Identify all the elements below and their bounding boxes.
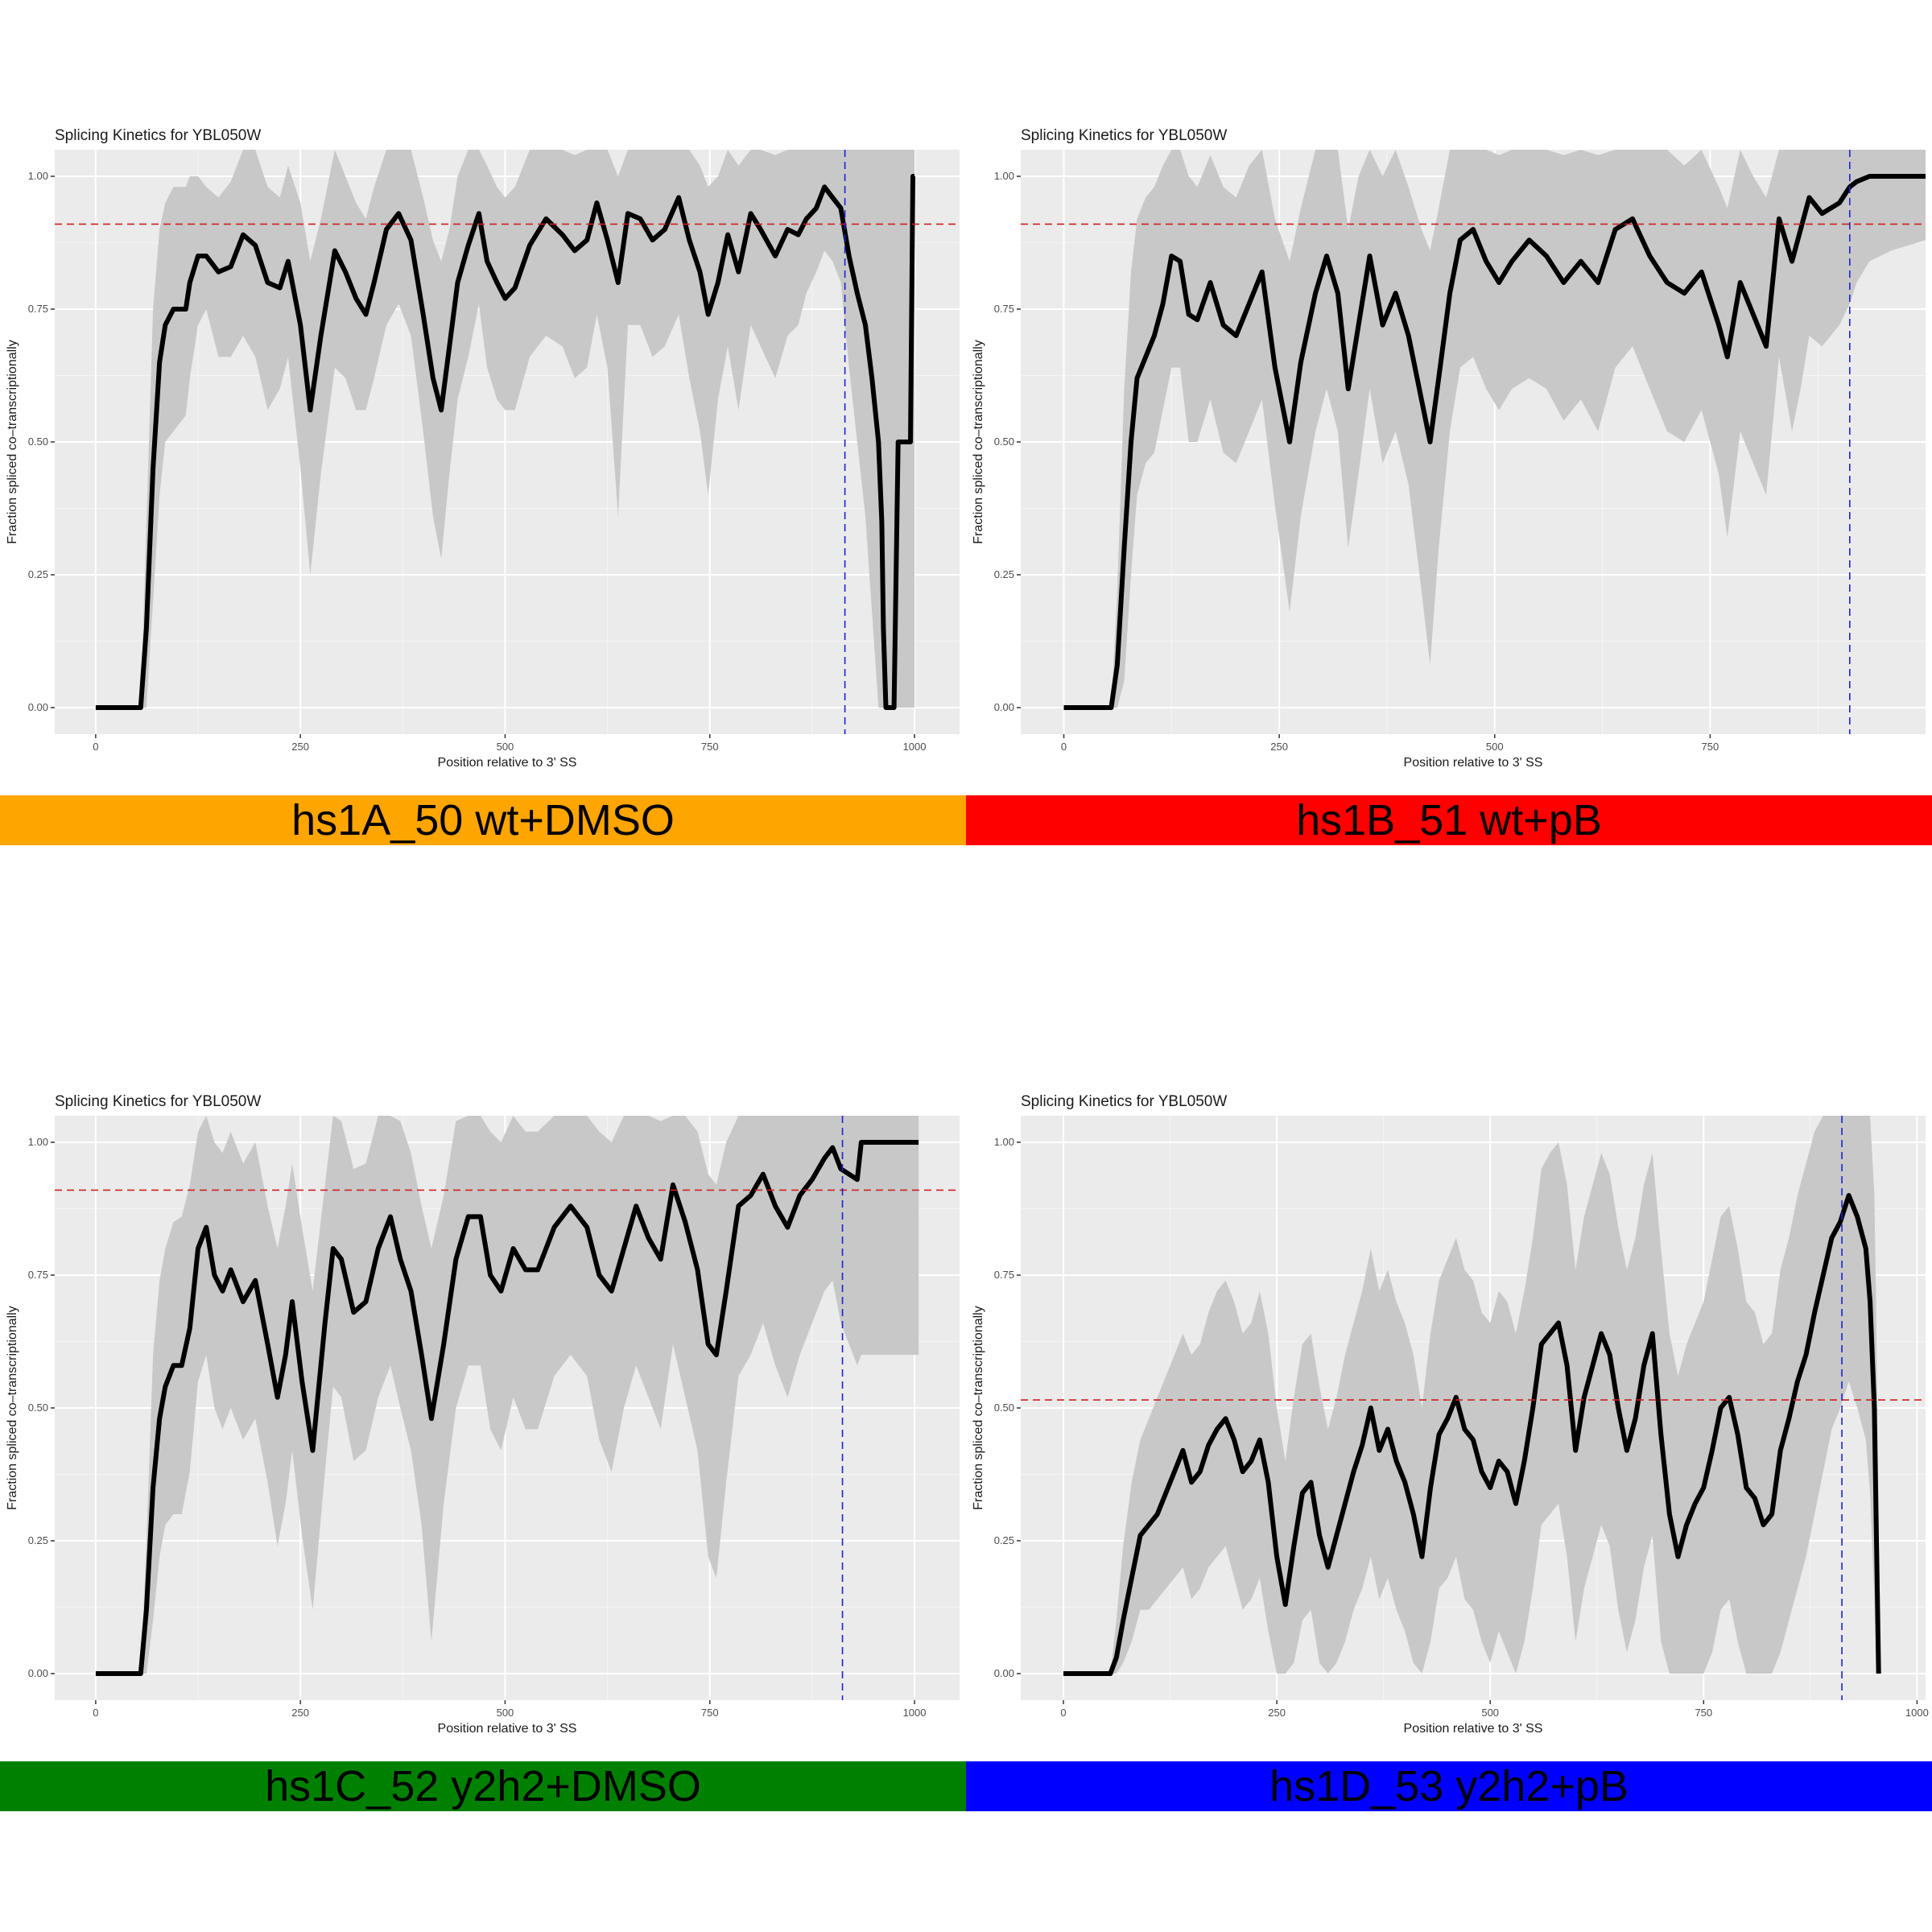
x-tick-label: 0 <box>93 1707 98 1719</box>
x-tick-label: 750 <box>701 1707 719 1719</box>
y-axis-title: Fraction spliced co–transcriptionally <box>972 1306 985 1509</box>
y-tick-label: 0.75 <box>994 303 1014 315</box>
chart-hs1A_50: Splicing Kinetics for YBL050W 0.00 0.25 0.5… <box>6 127 960 770</box>
plot-area <box>1021 1116 1926 1700</box>
confidence-ribbon <box>95 1116 919 1674</box>
y-axis: 0.00 0.25 0.50 0.75 1.00 <box>28 1136 55 1679</box>
y-tick-label: 1.00 <box>994 170 1014 182</box>
y-tick-label: 0.25 <box>994 568 1014 580</box>
y-tick-label: 0.00 <box>28 701 48 713</box>
x-tick-label: 250 <box>1268 1707 1286 1719</box>
y-axis-title: Fraction spliced co–transcriptionally <box>6 1306 19 1509</box>
y-axis-title: Fraction spliced co–transcriptionally <box>6 340 19 543</box>
series-line <box>95 174 915 710</box>
chart-hs1B_51: Splicing Kinetics for YBL050W 0.00 0.25 0.5… <box>972 127 1926 770</box>
y-tick-label: 0.50 <box>28 436 48 448</box>
x-tick-label: 500 <box>1481 1707 1499 1719</box>
y-tick-label: 0.75 <box>994 1269 1014 1281</box>
sample-label-band: hs1B_51 wt+pB <box>966 795 1932 845</box>
y-tick-label: 0.00 <box>994 1667 1014 1679</box>
y-tick-label: 0.50 <box>994 1402 1014 1414</box>
x-tick-label: 750 <box>1695 1707 1712 1719</box>
x-axis-title: Position relative to 3' SS <box>1404 756 1543 770</box>
x-tick-label: 750 <box>1702 741 1719 753</box>
x-axis: 0 250 500 750 1000 <box>1060 1700 1929 1719</box>
x-axis-title: Position relative to 3' SS <box>438 1722 577 1736</box>
x-axis-title: Position relative to 3' SS <box>1404 1722 1543 1736</box>
y-tick-label: 0.75 <box>28 1269 48 1281</box>
chart-title: Splicing Kinetics for YBL050W <box>1021 1093 1227 1110</box>
y-tick-label: 0.50 <box>994 436 1014 448</box>
panel-top-left: Splicing Kinetics for YBL050W 0.00 0.25 0.5… <box>0 0 966 966</box>
series-line <box>1063 1193 1881 1676</box>
chart-title: Splicing Kinetics for YBL050W <box>55 127 261 144</box>
chart-title: Splicing Kinetics for YBL050W <box>1021 127 1227 144</box>
confidence-ribbon <box>95 150 915 708</box>
panel-bottom-left: Splicing Kinetics for YBL050W 0.00 0.25 0.5… <box>0 966 966 1932</box>
y-axis: 0.00 0.25 0.50 0.75 1.00 <box>28 170 55 713</box>
x-tick-label: 0 <box>93 741 98 753</box>
x-tick-label: 250 <box>291 741 309 753</box>
y-tick-label: 0.25 <box>28 1534 48 1546</box>
x-tick-label: 1000 <box>1905 1707 1929 1719</box>
x-axis: 0 250 500 750 1000 <box>93 1700 927 1719</box>
x-axis: 0 250 500 750 <box>1061 734 1719 753</box>
x-tick-label: 250 <box>1270 741 1288 753</box>
x-tick-label: 500 <box>497 741 514 753</box>
x-tick-label: 0 <box>1060 1707 1066 1719</box>
y-tick-label: 1.00 <box>994 1136 1014 1148</box>
sample-label-band: hs1A_50 wt+DMSO <box>0 795 966 845</box>
x-axis-title: Position relative to 3' SS <box>438 756 577 770</box>
y-tick-label: 0.75 <box>28 303 48 315</box>
chart-title: Splicing Kinetics for YBL050W <box>55 1093 261 1110</box>
y-tick-label: 0.50 <box>28 1402 48 1414</box>
x-axis: 0 250 500 750 1000 <box>93 734 927 753</box>
plot-area <box>55 150 960 734</box>
sample-label-band: hs1C_52 y2h2+DMSO <box>0 1761 966 1811</box>
series-line <box>1063 174 1926 710</box>
y-axis: 0.00 0.25 0.50 0.75 1.00 <box>994 170 1021 713</box>
x-tick-label: 250 <box>291 1707 309 1719</box>
y-tick-label: 0.25 <box>994 1534 1014 1546</box>
series-line <box>95 1140 919 1676</box>
y-tick-label: 0.00 <box>28 1667 48 1679</box>
y-tick-label: 0.25 <box>28 568 48 580</box>
panel-top-right: Splicing Kinetics for YBL050W 0.00 0.25 0.5… <box>966 0 1932 966</box>
plot-area <box>1021 150 1926 734</box>
x-tick-label: 500 <box>1486 741 1504 753</box>
chart-hs1D_53: Splicing Kinetics for YBL050W 0.00 0.25 0.5… <box>972 1093 1929 1736</box>
x-tick-label: 0 <box>1061 741 1067 753</box>
y-tick-label: 1.00 <box>28 170 48 182</box>
y-tick-label: 0.00 <box>994 701 1014 713</box>
sample-label-band: hs1D_53 y2h2+pB <box>966 1761 1932 1811</box>
chart-hs1C_52: Splicing Kinetics for YBL050W 0.00 0.25 0.5… <box>6 1093 960 1736</box>
y-tick-label: 1.00 <box>28 1136 48 1148</box>
y-axis: 0.00 0.25 0.50 0.75 1.00 <box>994 1136 1021 1679</box>
x-tick-label: 1000 <box>903 741 927 753</box>
plot-area <box>55 1116 960 1700</box>
x-tick-label: 750 <box>701 741 719 753</box>
panel-bottom-right: Splicing Kinetics for YBL050W 0.00 0.25 0.5… <box>966 966 1932 1932</box>
x-tick-label: 500 <box>497 1707 514 1719</box>
y-axis-title: Fraction spliced co–transcriptionally <box>972 340 985 543</box>
x-tick-label: 1000 <box>903 1707 927 1719</box>
confidence-ribbon <box>1063 150 1926 708</box>
